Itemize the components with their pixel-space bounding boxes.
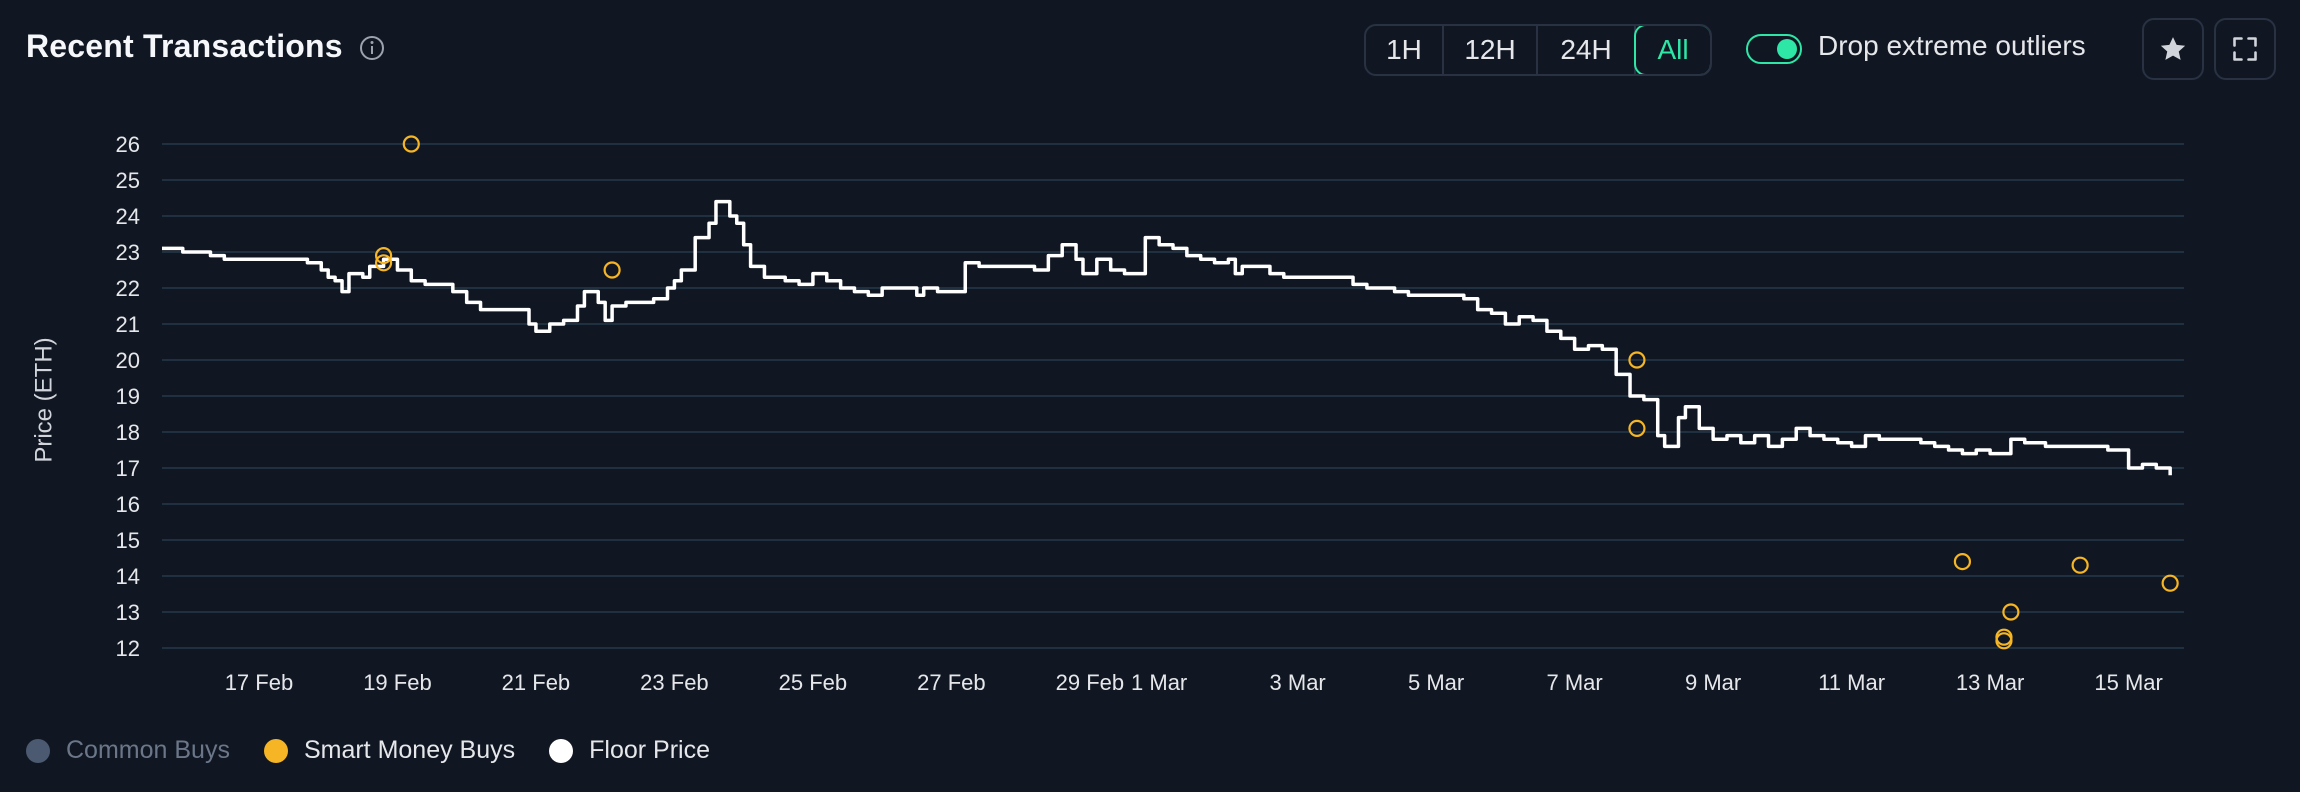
smart-money-point — [603, 261, 621, 279]
legend-dot-common — [26, 738, 50, 763]
x-tick-label: 17 Feb — [225, 670, 294, 695]
y-tick-label: 15 — [116, 528, 140, 553]
floor-price-series — [162, 199, 2172, 476]
x-tick-label: 27 Feb — [917, 670, 986, 695]
fullscreen-button[interactable] — [2214, 18, 2276, 80]
expand-icon — [2233, 37, 2257, 61]
y-tick-label: 13 — [116, 600, 140, 625]
y-tick-label: 16 — [116, 492, 140, 517]
x-tick-label: 3 Mar — [1270, 670, 1326, 695]
panel-title: Recent Transactions — [26, 28, 343, 64]
x-tick-label: 29 Feb — [1056, 670, 1125, 695]
x-tick-label: 7 Mar — [1547, 670, 1603, 695]
x-tick-label: 19 Feb — [363, 670, 432, 695]
chart-legend: Common Buys Smart Money Buys Floor Price — [26, 736, 744, 765]
grid-layer — [162, 143, 2184, 649]
floor-price-line — [162, 199, 2172, 476]
smart-money-point — [374, 254, 393, 272]
y-tick-label: 14 — [116, 564, 140, 589]
range-button-all[interactable]: All — [1634, 26, 1710, 74]
x-tick-label: 15 Mar — [2094, 670, 2162, 695]
range-button-24h[interactable]: 24H — [1538, 26, 1636, 74]
y-tick-label: 22 — [116, 276, 140, 301]
panel-header: Recent Transactions 1H 12H 24H All Drop … — [0, 0, 2300, 100]
y-tick-label: 17 — [116, 456, 140, 481]
legend-dot-floor — [549, 738, 574, 763]
x-tick-label: 23 Feb — [640, 670, 709, 695]
x-tick-label: 21 Feb — [502, 670, 571, 695]
legend-label-common: Common Buys — [66, 736, 230, 764]
smart-money-point — [1995, 632, 2013, 650]
x-tick-label: 1 Mar — [1131, 670, 1187, 695]
y-tick-label: 20 — [116, 348, 140, 373]
y-tick-label: 12 — [116, 636, 140, 661]
range-button-1h[interactable]: 1H — [1366, 26, 1444, 74]
x-tick-label: 9 Mar — [1685, 670, 1741, 695]
y-tick-label: 24 — [116, 204, 140, 229]
range-button-12h[interactable]: 12H — [1444, 26, 1538, 74]
favorite-button[interactable] — [2142, 18, 2204, 80]
y-tick-label: 21 — [116, 312, 140, 337]
y-tick-label: 23 — [116, 240, 140, 265]
price-chart: 12 13 14 15 16 17 18 19 20 21 22 23 24 25 26 17 Feb 19 … — [116, 132, 2184, 695]
x-tick-label: 11 Mar — [1818, 670, 1885, 695]
toggle-knob — [1777, 39, 1797, 59]
y-tick-label: 26 — [116, 132, 140, 157]
drop-outliers-label: Drop extreme outliers — [1818, 30, 2086, 61]
y-tick-label: 25 — [116, 168, 140, 193]
legend-floor-price[interactable]: Floor Price — [549, 736, 710, 765]
legend-common-buys[interactable]: Common Buys — [26, 736, 230, 765]
smart-money-point — [374, 247, 393, 265]
legend-smart-money-buys[interactable]: Smart Money Buys — [263, 736, 516, 765]
legend-dot-smart — [263, 738, 288, 763]
smart-money-point — [1628, 419, 1646, 437]
smart-money-point — [1953, 553, 1972, 571]
smart-money-point — [1628, 351, 1646, 369]
drop-outliers-toggle[interactable] — [1746, 34, 1802, 64]
star-icon — [2160, 37, 2186, 60]
smart-money-point — [1995, 628, 2013, 646]
y-tick-labels: 12 13 14 15 16 17 18 19 20 21 22 23 24 25 26 — [116, 132, 140, 661]
y-tick-label: 18 — [116, 420, 140, 445]
smart-money-series — [374, 135, 2179, 650]
x-tick-label: 5 Mar — [1408, 670, 1464, 695]
smart-money-point — [2002, 603, 2020, 621]
smart-money-point — [2161, 574, 2179, 592]
info-icon[interactable] — [358, 34, 386, 62]
x-tick-label: 25 Feb — [779, 670, 848, 695]
smart-money-point — [2071, 556, 2089, 574]
x-tick-labels: 17 Feb 19 Feb 21 Feb 23 Feb 25 Feb 27 Feb 29 F… — [225, 670, 2163, 695]
legend-label-smart: Smart Money Buys — [303, 736, 516, 764]
legend-label-floor: Floor Price — [589, 736, 711, 764]
x-tick-label: 13 Mar — [1956, 670, 2024, 695]
time-range-selector: 1H 12H 24H All — [1364, 24, 1712, 76]
y-tick-label: 19 — [116, 384, 140, 409]
smart-money-point — [402, 135, 420, 153]
